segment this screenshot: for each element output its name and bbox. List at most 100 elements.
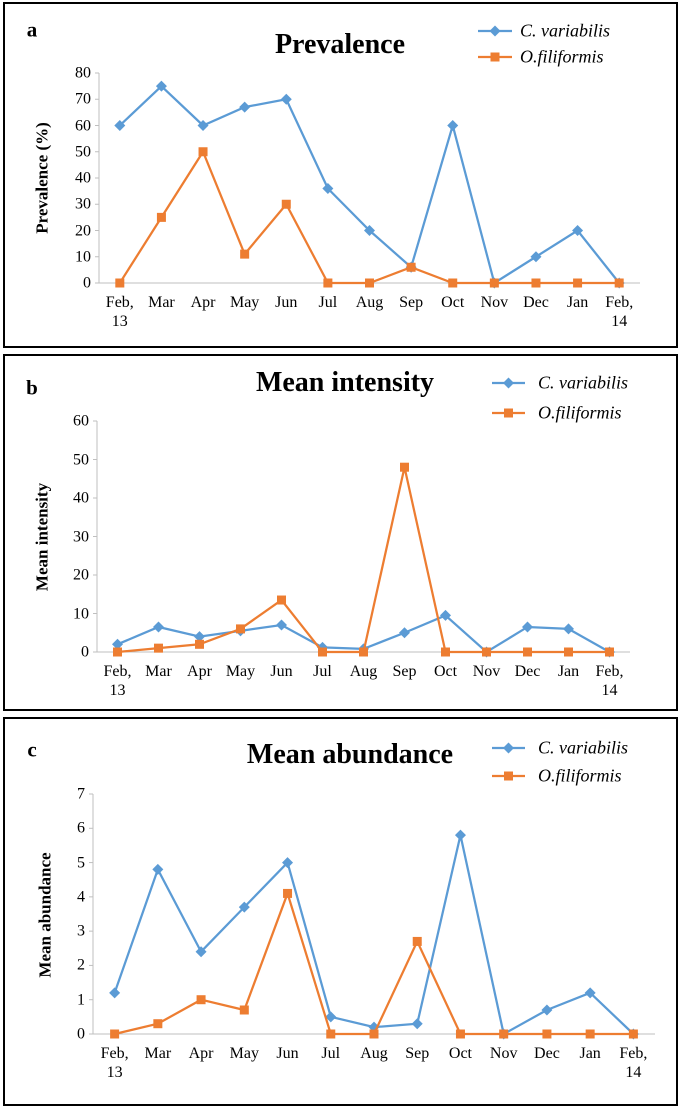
y-tick-label: 10 — [75, 248, 91, 266]
data-point — [541, 1004, 553, 1016]
x-tick-label: May — [229, 1045, 259, 1062]
data-point — [584, 987, 596, 999]
x-tick-label: Apr — [187, 663, 212, 680]
x-tick-label: May — [229, 294, 260, 311]
legend-marker — [503, 742, 514, 754]
data-point — [110, 1029, 120, 1039]
data-point — [323, 278, 333, 288]
x-tick-label: Dec — [534, 1045, 560, 1062]
data-point — [447, 120, 459, 131]
x-tick-label: Aug — [360, 1045, 388, 1062]
data-point — [359, 647, 368, 657]
data-point — [585, 1029, 595, 1039]
y-tick-label: 40 — [75, 169, 91, 187]
y-tick-label: 20 — [73, 566, 89, 584]
data-point — [195, 639, 204, 649]
x-tick-label: Mar — [148, 294, 175, 311]
y-tick-label: 0 — [77, 1025, 85, 1043]
data-point — [113, 647, 122, 657]
x-tick-label: Mar — [145, 663, 172, 680]
data-point — [365, 278, 374, 288]
y-tick-label: 5 — [77, 854, 85, 872]
panel-frame — [3, 717, 678, 1106]
y-tick-label: 7 — [77, 785, 85, 803]
data-point — [564, 647, 573, 657]
x-tick-label: Jun — [276, 1045, 299, 1062]
x-tick-label: Oct — [433, 663, 458, 680]
x-tick-label: Jun — [275, 294, 298, 311]
series-line — [114, 889, 634, 1036]
legend-label: O.filiformis — [520, 46, 604, 67]
data-point — [112, 638, 123, 650]
x-tick-label: Nov — [480, 294, 509, 311]
x-tick-label: Apr — [188, 1045, 214, 1062]
x-tick-label: Sep — [399, 294, 424, 311]
x-tick-label: Jan — [579, 1045, 601, 1062]
data-point — [283, 888, 293, 898]
x-tick-label: Jan — [557, 663, 580, 680]
data-point — [523, 647, 532, 657]
y-tick-label: 80 — [75, 64, 91, 82]
data-point — [364, 225, 375, 236]
data-point — [563, 623, 574, 635]
data-point — [281, 199, 291, 209]
data-point — [440, 609, 451, 621]
x-tick-label: Jun — [270, 663, 293, 680]
data-point — [499, 1029, 509, 1039]
data-point — [448, 278, 458, 288]
data-point — [482, 647, 491, 657]
x-tick-label: Sep — [405, 1045, 430, 1062]
data-point — [153, 1019, 163, 1029]
x-tick-label: Feb, 13 — [105, 294, 134, 330]
data-point — [280, 93, 292, 105]
data-point — [322, 183, 334, 194]
legend-marker — [503, 377, 514, 389]
data-point — [155, 80, 167, 92]
data-point — [628, 1029, 638, 1039]
legend-marker — [504, 408, 513, 418]
x-tick-label: Dec — [514, 663, 541, 680]
y-tick-label: 2 — [77, 956, 85, 974]
data-point — [412, 936, 422, 946]
panel-frame — [3, 2, 678, 348]
data-point — [318, 647, 327, 657]
x-tick-label: Feb, 14 — [595, 663, 624, 699]
data-point — [522, 621, 533, 633]
data-point — [454, 829, 466, 841]
data-point — [194, 631, 205, 643]
data-point — [573, 278, 583, 288]
data-point — [195, 946, 207, 958]
chart-title: Mean intensity — [255, 367, 435, 398]
data-point — [406, 262, 416, 272]
x-tick-label: Jul — [318, 294, 338, 311]
x-tick-label: Sep — [392, 663, 417, 680]
chart-title: Prevalence — [274, 29, 406, 60]
data-point — [239, 101, 251, 113]
legend-label: C. variabilis — [538, 372, 629, 393]
y-tick-label: 0 — [83, 274, 91, 292]
data-point — [196, 995, 206, 1005]
data-point — [399, 627, 410, 639]
x-tick-label: Apr — [190, 294, 216, 311]
y-tick-label: 50 — [75, 143, 91, 161]
data-point — [153, 621, 164, 633]
x-tick-label: May — [225, 663, 256, 680]
legend-marker — [489, 25, 501, 37]
data-point — [109, 987, 121, 999]
legend-marker — [504, 771, 513, 781]
data-point — [605, 647, 614, 657]
series-line — [117, 466, 610, 654]
data-point — [531, 278, 541, 288]
y-tick-label: 3 — [77, 922, 85, 940]
x-tick-label: Aug — [349, 663, 378, 680]
x-tick-label: Feb, 14 — [619, 1045, 648, 1081]
y-tick-label: 1 — [77, 991, 85, 1009]
chart-title: Mean abundance — [246, 739, 454, 770]
y-axis-label: Prevalence (%) — [32, 122, 52, 234]
data-point — [276, 619, 287, 631]
data-point — [277, 595, 286, 605]
data-point — [614, 278, 624, 288]
y-tick-label: 20 — [75, 222, 91, 239]
y-tick-label: 6 — [77, 819, 85, 837]
